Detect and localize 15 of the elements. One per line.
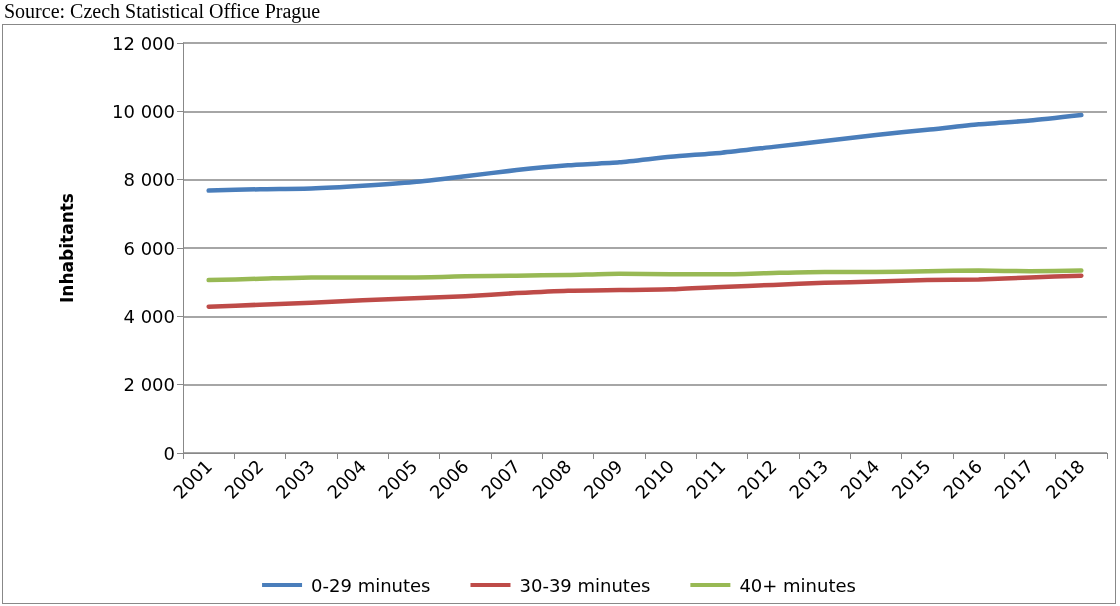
y-tick-label: 0 <box>163 442 175 464</box>
y-tick-label: 4 000 <box>123 305 175 327</box>
line-series <box>206 268 1084 283</box>
source-note: Source: Czech Statistical Office Prague <box>4 0 321 23</box>
legend-label: 0-29 minutes <box>311 574 431 596</box>
legend-label: 40+ minutes <box>739 574 856 596</box>
y-axis-title: Inhabitants <box>56 193 77 303</box>
line-series <box>206 112 1084 193</box>
y-tick-label: 10 000 <box>112 100 175 122</box>
y-tick-label: 2 000 <box>123 374 175 396</box>
y-tick-label: 12 000 <box>112 32 175 54</box>
y-tick-label: 6 000 <box>123 237 175 259</box>
line-series <box>206 273 1084 310</box>
legend-label: 30-39 minutes <box>519 574 651 596</box>
y-tick-label: 8 000 <box>123 169 175 191</box>
